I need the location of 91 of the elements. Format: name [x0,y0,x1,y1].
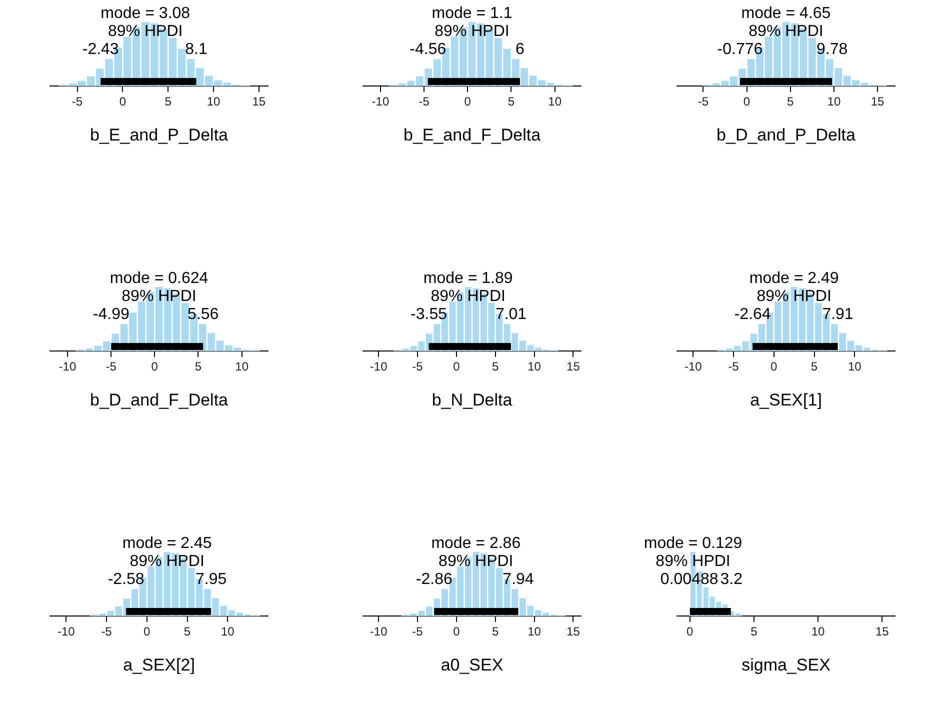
x-tick-label: 0 [464,94,472,109]
x-tick-label: 15 [566,360,580,374]
annotation: -2.86 [416,571,452,588]
annotation: -3.55 [410,306,448,323]
x-tick-label: 10 [848,360,862,374]
annotation: -2.64 [734,306,771,323]
annotation: -4.56 [410,41,446,58]
x-tick-label: -5 [101,624,112,639]
annotation: 9.78 [816,41,848,58]
x-axis-title: b_N_Delta [432,390,513,410]
x-tick-label: -5 [412,360,424,374]
x-tick-label: 5 [184,624,191,639]
annotation: 89% HPDI [656,553,730,570]
x-tick-label: 15 [566,624,580,639]
x-tick-label: 10 [827,94,841,109]
annotation: 89% HPDI [434,23,510,40]
x-axis-title: b_E_and_F_Delta [403,125,542,144]
x-tick-label: 5 [492,624,500,639]
annotation: 89% HPDI [108,23,183,40]
x-tick-label: -10 [684,360,702,374]
x-tick-label: 5 [492,360,500,374]
x-tick-label: 10 [206,94,220,109]
annotation: 89% HPDI [438,553,514,570]
annotation: 8.1 [185,41,208,58]
x-tick-label: 5 [508,94,515,109]
x-axis-title: a_SEX[1] [750,390,822,410]
x-tick-label: -5 [698,94,709,109]
x-tick-label: 0 [453,624,460,639]
x-tick-label: -10 [370,360,388,374]
x-tick-label: -5 [72,94,83,109]
annotation: 6 [516,41,525,58]
annotation: 7.95 [196,571,227,588]
x-tick-label: 5 [810,360,818,374]
annotation: 5.56 [188,306,219,323]
x-tick-label: 0 [770,360,778,374]
annotation: mode = 2.45 [122,535,212,552]
annotation: mode = 2.49 [749,270,839,287]
x-tick-label: 0 [151,360,158,374]
x-tick-label: 5 [787,94,794,109]
x-tick-label: -10 [58,360,76,374]
x-tick-label: -5 [728,360,740,374]
x-tick-label: 10 [220,624,235,639]
x-tick-label: 5 [750,624,758,639]
x-tick-label: 0 [144,624,151,639]
annotation: 89% HPDI [756,288,832,305]
x-tick-label: 0 [686,624,694,639]
x-tick-label: 5 [194,360,202,374]
annotation: -2.58 [108,571,144,588]
annotation: mode = 1.89 [423,270,513,287]
x-tick-label: 10 [548,94,562,109]
annotation: 89% HPDI [748,23,824,40]
x-tick-label: 0 [743,94,750,109]
x-tick-label: -5 [412,624,424,639]
annotation: mode = 0.624 [110,270,208,287]
x-tick-label: -5 [106,360,117,374]
x-axis-title: b_D_and_F_Delta [90,390,229,410]
annotation: mode = 1.1 [432,5,512,22]
annotation: mode = 3.08 [100,5,190,22]
x-tick-label: 5 [164,94,172,109]
x-tick-label: 10 [528,360,542,374]
x-axis-title: sigma_SEX [742,655,830,674]
annotation: mode = 4.65 [741,5,831,22]
annotation: 3.2 [720,571,743,588]
annotation: -2.43 [82,41,119,58]
x-tick-label: -10 [372,94,390,109]
annotation: 0.00488 [660,571,718,588]
x-tick-label: -10 [370,624,388,639]
annotation: 7.91 [822,306,854,323]
annotation: 7.01 [495,306,527,323]
x-axis-title: b_E_and_P_Delta [90,125,229,144]
x-tick-label: 0 [119,94,126,109]
annotation: 89% HPDI [122,288,196,305]
x-tick-label: 10 [528,624,542,639]
x-tick-label: 15 [870,94,885,109]
x-axis-title: b_D_and_P_Delta [716,125,856,144]
x-tick-label: 15 [252,94,266,109]
x-tick-label: -10 [57,624,76,639]
x-tick-label: 15 [875,624,890,639]
x-tick-label: -5 [418,94,430,109]
annotation: mode = 0.129 [644,535,742,552]
annotation: mode = 2.86 [431,535,521,552]
x-axis-title: a0_SEX [440,655,504,674]
x-tick-label: 10 [811,624,826,639]
x-tick-label: 0 [453,360,460,374]
annotation: 7.94 [502,571,534,588]
annotation: 89% HPDI [130,553,204,570]
x-tick-label: 10 [235,360,249,374]
x-axis-title: a_SEX[2] [123,655,195,674]
annotation: -4.99 [92,306,130,323]
annotation: 89% HPDI [430,288,506,305]
annotation: -0.776 [717,41,763,58]
